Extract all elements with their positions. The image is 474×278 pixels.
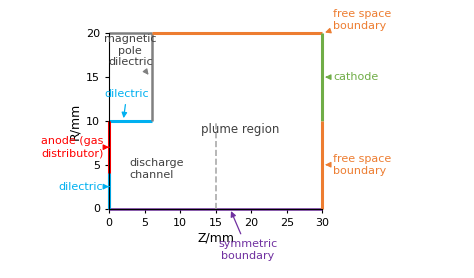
Text: free space
boundary: free space boundary xyxy=(327,154,391,175)
Text: dilectric: dilectric xyxy=(59,182,109,192)
Text: anode (gas
distributor): anode (gas distributor) xyxy=(41,136,109,158)
Text: discharge
channel: discharge channel xyxy=(129,158,183,180)
Text: symmetric
boundary: symmetric boundary xyxy=(218,212,277,261)
Text: free space
boundary: free space boundary xyxy=(326,9,391,33)
Text: cathode: cathode xyxy=(327,72,378,82)
X-axis label: Z/mm: Z/mm xyxy=(197,232,234,245)
Text: magnetic
pole
dilectric: magnetic pole dilectric xyxy=(104,34,156,74)
Text: dilectric: dilectric xyxy=(104,89,149,117)
Text: plume region: plume region xyxy=(201,123,280,136)
Y-axis label: R/mm: R/mm xyxy=(69,102,82,140)
